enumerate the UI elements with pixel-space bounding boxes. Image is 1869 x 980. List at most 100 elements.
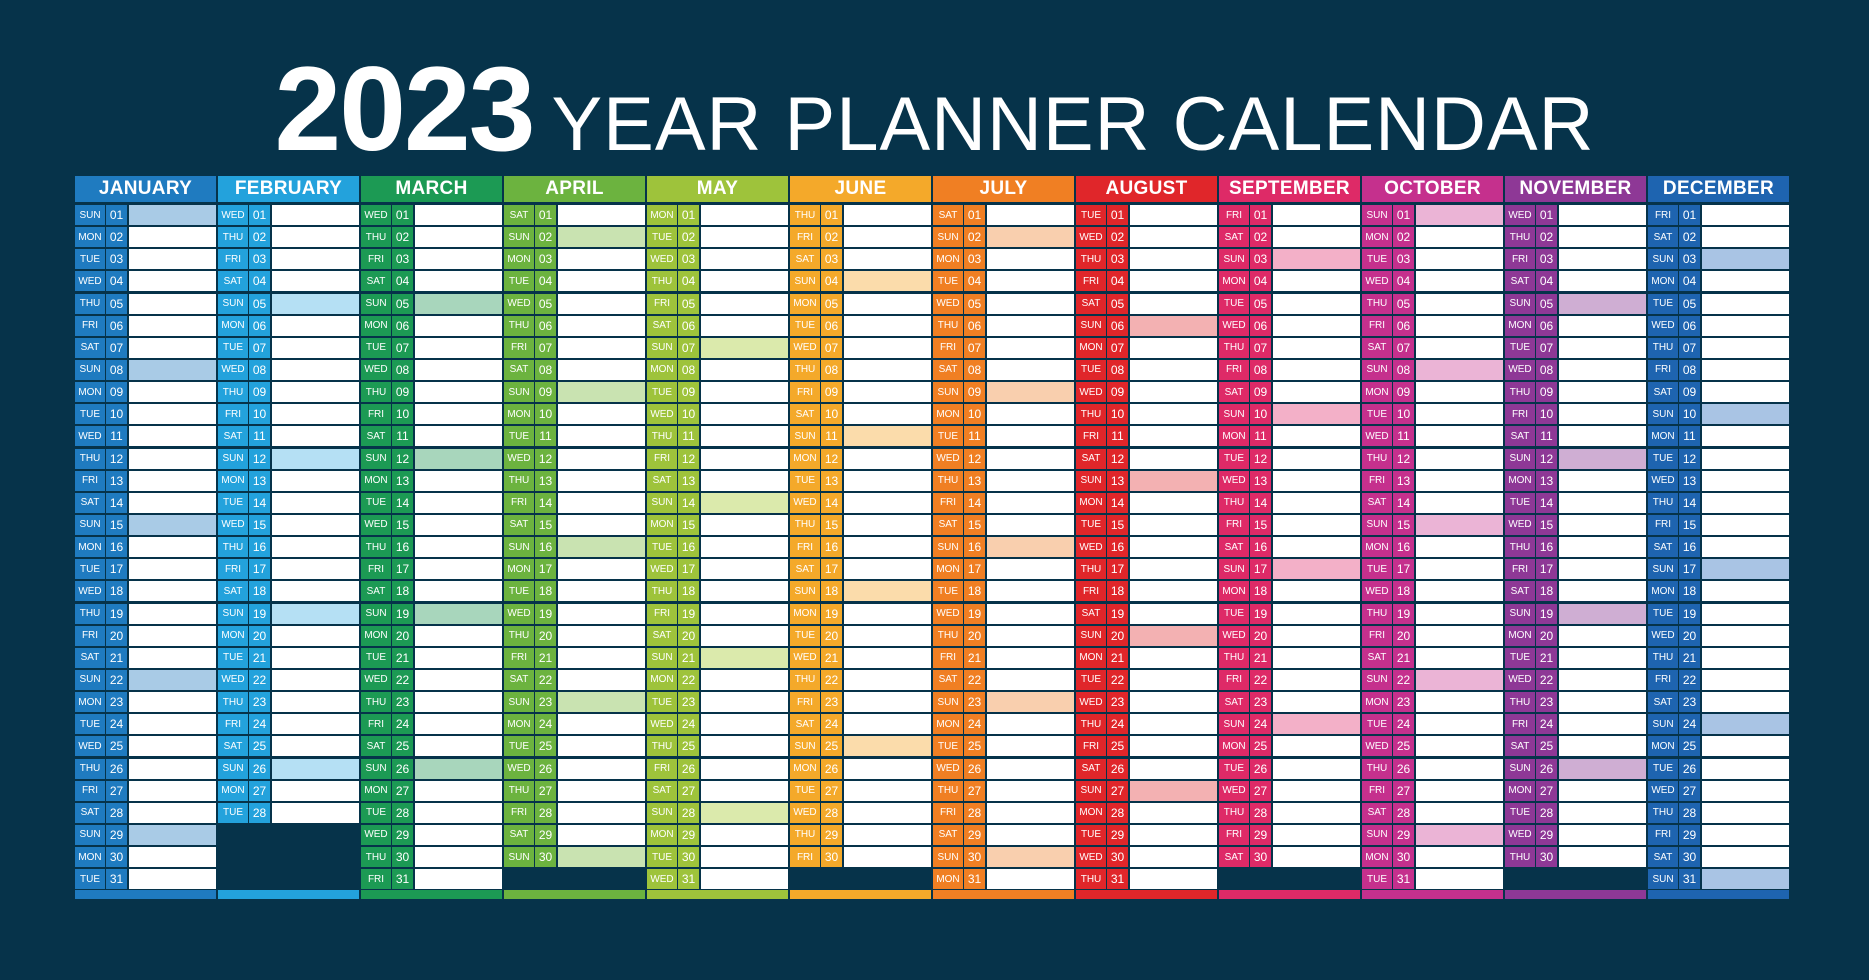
- note-cell[interactable]: [987, 271, 1074, 292]
- note-cell[interactable]: [272, 426, 359, 447]
- note-cell[interactable]: [844, 802, 931, 823]
- note-cell[interactable]: [129, 603, 216, 624]
- weekend-note-cell[interactable]: [987, 847, 1074, 868]
- weekend-note-cell[interactable]: [1702, 559, 1789, 580]
- weekend-note-cell[interactable]: [1130, 470, 1217, 491]
- note-cell[interactable]: [1130, 249, 1217, 270]
- weekend-note-cell[interactable]: [987, 537, 1074, 558]
- note-cell[interactable]: [1702, 470, 1789, 491]
- note-cell[interactable]: [1702, 271, 1789, 292]
- note-cell[interactable]: [701, 537, 788, 558]
- note-cell[interactable]: [1416, 271, 1503, 292]
- note-cell[interactable]: [1416, 603, 1503, 624]
- note-cell[interactable]: [129, 625, 216, 646]
- note-cell[interactable]: [558, 426, 645, 447]
- note-cell[interactable]: [558, 714, 645, 735]
- note-cell[interactable]: [129, 492, 216, 513]
- note-cell[interactable]: [987, 559, 1074, 580]
- note-cell[interactable]: [129, 692, 216, 713]
- note-cell[interactable]: [987, 337, 1074, 358]
- note-cell[interactable]: [1702, 581, 1789, 602]
- note-cell[interactable]: [1273, 205, 1360, 225]
- weekend-note-cell[interactable]: [701, 647, 788, 668]
- note-cell[interactable]: [272, 271, 359, 292]
- note-cell[interactable]: [987, 293, 1074, 314]
- note-cell[interactable]: [1130, 382, 1217, 403]
- note-cell[interactable]: [1702, 669, 1789, 690]
- note-cell[interactable]: [1559, 227, 1646, 248]
- note-cell[interactable]: [129, 315, 216, 336]
- note-cell[interactable]: [558, 514, 645, 535]
- note-cell[interactable]: [1416, 736, 1503, 757]
- note-cell[interactable]: [272, 337, 359, 358]
- note-cell[interactable]: [129, 802, 216, 823]
- note-cell[interactable]: [1702, 293, 1789, 314]
- note-cell[interactable]: [1702, 647, 1789, 668]
- weekend-note-cell[interactable]: [701, 492, 788, 513]
- note-cell[interactable]: [1130, 537, 1217, 558]
- note-cell[interactable]: [844, 448, 931, 469]
- weekend-note-cell[interactable]: [1702, 249, 1789, 270]
- note-cell[interactable]: [415, 847, 502, 868]
- note-cell[interactable]: [1273, 847, 1360, 868]
- note-cell[interactable]: [1559, 426, 1646, 447]
- note-cell[interactable]: [844, 780, 931, 801]
- note-cell[interactable]: [987, 802, 1074, 823]
- weekend-note-cell[interactable]: [1273, 404, 1360, 425]
- note-cell[interactable]: [1559, 559, 1646, 580]
- weekend-note-cell[interactable]: [415, 293, 502, 314]
- note-cell[interactable]: [1702, 227, 1789, 248]
- note-cell[interactable]: [415, 514, 502, 535]
- note-cell[interactable]: [1273, 470, 1360, 491]
- weekend-note-cell[interactable]: [1702, 404, 1789, 425]
- note-cell[interactable]: [1702, 448, 1789, 469]
- note-cell[interactable]: [1702, 736, 1789, 757]
- weekend-note-cell[interactable]: [558, 692, 645, 713]
- note-cell[interactable]: [415, 359, 502, 380]
- note-cell[interactable]: [701, 426, 788, 447]
- note-cell[interactable]: [415, 492, 502, 513]
- note-cell[interactable]: [1273, 514, 1360, 535]
- note-cell[interactable]: [701, 404, 788, 425]
- note-cell[interactable]: [987, 647, 1074, 668]
- note-cell[interactable]: [1702, 603, 1789, 624]
- note-cell[interactable]: [1416, 537, 1503, 558]
- note-cell[interactable]: [844, 315, 931, 336]
- note-cell[interactable]: [1130, 359, 1217, 380]
- note-cell[interactable]: [844, 404, 931, 425]
- weekend-note-cell[interactable]: [1559, 293, 1646, 314]
- note-cell[interactable]: [1273, 448, 1360, 469]
- note-cell[interactable]: [129, 647, 216, 668]
- note-cell[interactable]: [1559, 382, 1646, 403]
- note-cell[interactable]: [701, 359, 788, 380]
- note-cell[interactable]: [1416, 758, 1503, 779]
- note-cell[interactable]: [1273, 758, 1360, 779]
- note-cell[interactable]: [844, 847, 931, 868]
- note-cell[interactable]: [1130, 758, 1217, 779]
- note-cell[interactable]: [1130, 736, 1217, 757]
- note-cell[interactable]: [1559, 359, 1646, 380]
- note-cell[interactable]: [415, 426, 502, 447]
- note-cell[interactable]: [129, 581, 216, 602]
- note-cell[interactable]: [844, 603, 931, 624]
- note-cell[interactable]: [844, 359, 931, 380]
- weekend-note-cell[interactable]: [558, 382, 645, 403]
- note-cell[interactable]: [987, 514, 1074, 535]
- note-cell[interactable]: [987, 581, 1074, 602]
- note-cell[interactable]: [987, 359, 1074, 380]
- note-cell[interactable]: [1273, 426, 1360, 447]
- note-cell[interactable]: [415, 736, 502, 757]
- note-cell[interactable]: [558, 780, 645, 801]
- note-cell[interactable]: [272, 736, 359, 757]
- note-cell[interactable]: [1559, 802, 1646, 823]
- note-cell[interactable]: [1702, 514, 1789, 535]
- note-cell[interactable]: [1702, 337, 1789, 358]
- weekend-note-cell[interactable]: [272, 758, 359, 779]
- note-cell[interactable]: [1130, 847, 1217, 868]
- note-cell[interactable]: [1559, 669, 1646, 690]
- note-cell[interactable]: [1416, 692, 1503, 713]
- note-cell[interactable]: [844, 669, 931, 690]
- note-cell[interactable]: [415, 869, 502, 890]
- note-cell[interactable]: [1273, 271, 1360, 292]
- weekend-note-cell[interactable]: [701, 337, 788, 358]
